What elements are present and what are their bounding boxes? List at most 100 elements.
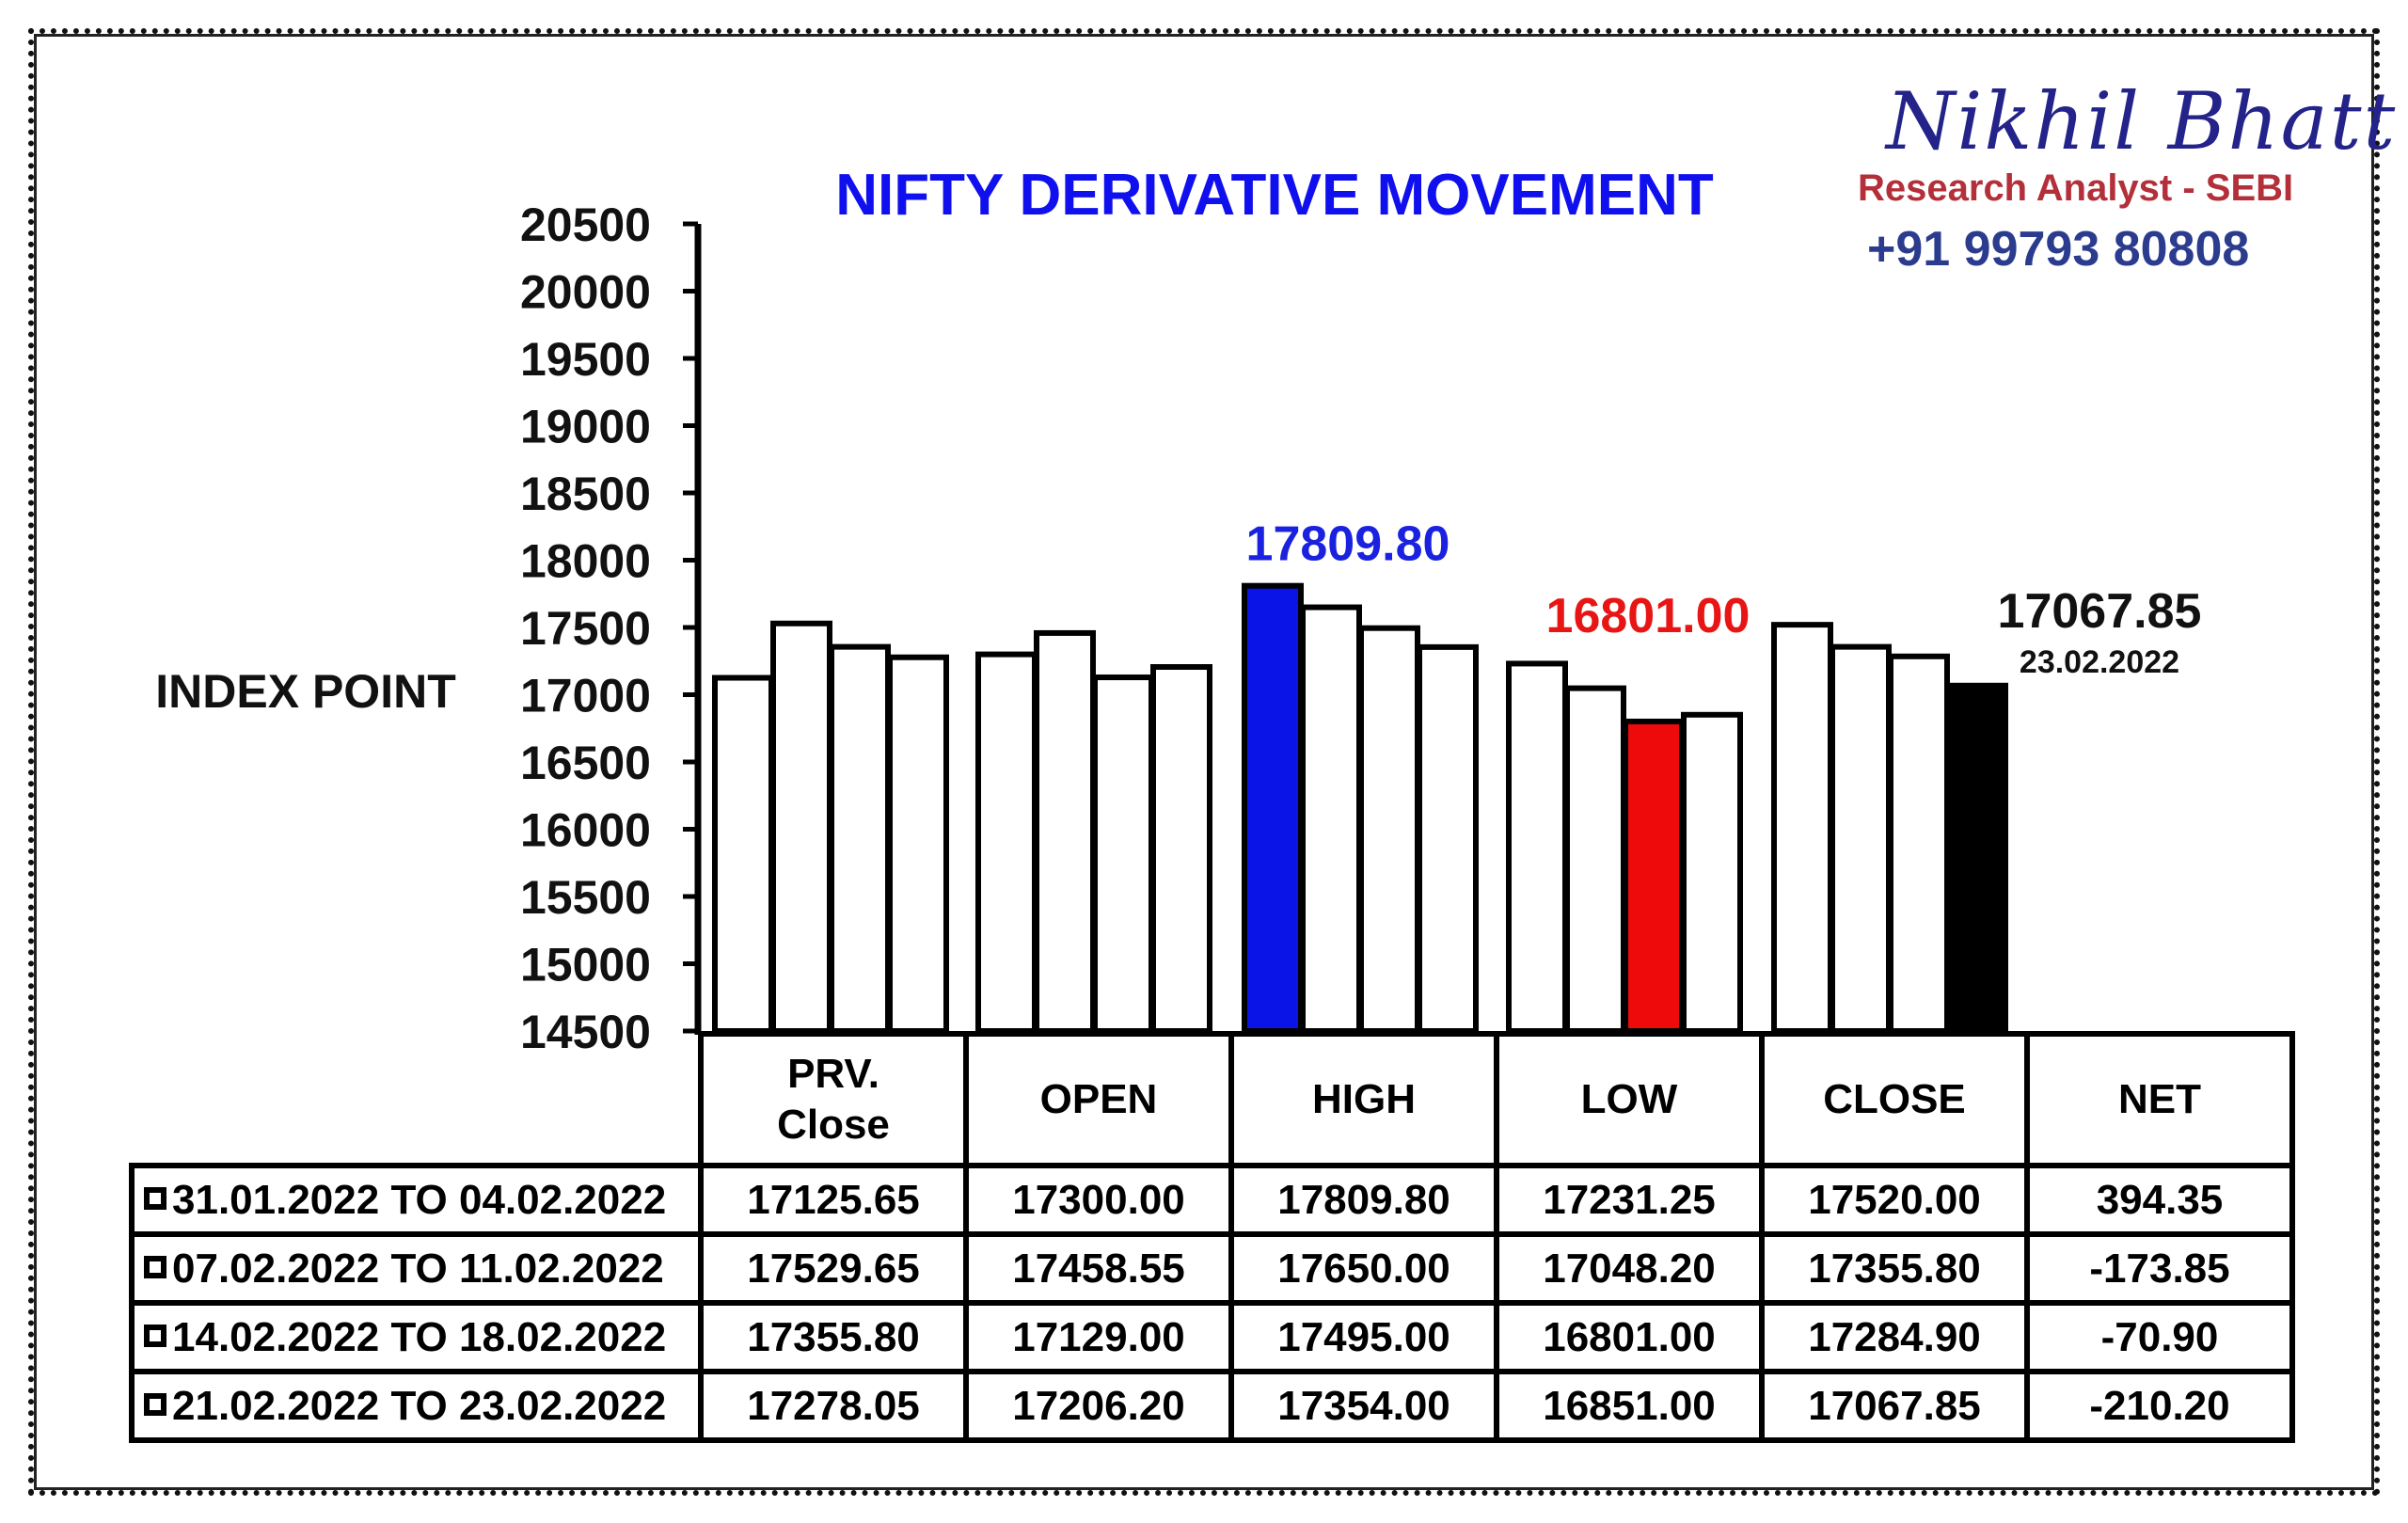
bar-close-series-2 [1830, 643, 1892, 1034]
row-legend-cell: 21.02.2022 TO 23.02.2022 [129, 1369, 704, 1443]
table-header-line: HIGH [1312, 1076, 1416, 1122]
table-header-line: LOW [1580, 1076, 1678, 1122]
outer-dotted-frame [28, 28, 2380, 1496]
low-value-label: 16801.00 [1546, 589, 1751, 643]
high-value-label: 17809.80 [1246, 517, 1450, 572]
table-header-cell: NET [2024, 1031, 2295, 1168]
bar-high-series-3 [1358, 625, 1420, 1035]
table-header-cell: OPEN [963, 1031, 1234, 1168]
table-cell: 17284.90 [1759, 1300, 2030, 1374]
y-tick-label: 15500 [520, 871, 651, 924]
bar-high-series-2 [1300, 604, 1362, 1034]
bar-prv-close-series-3 [829, 643, 891, 1034]
y-tick-label: 16000 [520, 804, 651, 857]
brand-role: Research Analyst - SEBI [1858, 167, 2294, 209]
bar-high-series-1 [1242, 582, 1304, 1034]
table-header-row: PRV. Close OPEN HIGH LOW CLOSE NET [132, 1031, 2295, 1168]
table-row: 14.02.2022 TO 18.02.2022 17355.80 17129.00… [129, 1300, 2295, 1374]
row-legend-cell: 14.02.2022 TO 18.02.2022 [129, 1300, 704, 1374]
table-row: 07.02.2022 TO 11.02.2022 17529.65 17458.55… [129, 1231, 2295, 1306]
close-date-label: 23.02.2022 [2020, 644, 2179, 680]
row-legend-cell: 31.01.2022 TO 04.02.2022 [129, 1163, 704, 1237]
bar-open-series-3 [1092, 674, 1154, 1034]
y-tick-label: 16500 [520, 737, 651, 789]
data-table: PRV. Close OPEN HIGH LOW CLOSE NET 31.01.2022 T… [129, 1031, 2295, 1443]
table-header-cell: PRV. Close [698, 1031, 969, 1168]
table-header-blank [132, 1034, 701, 1166]
table-row: 21.02.2022 TO 23.02.2022 17278.05 17206.20… [129, 1369, 2295, 1443]
table-cell: 394.35 [2024, 1163, 2295, 1237]
table-header-line: CLOSE [1823, 1076, 1966, 1122]
table-cell: 17355.80 [1759, 1231, 2030, 1306]
bar-prv-close-series-1 [712, 674, 774, 1034]
row-legend-label: 07.02.2022 TO 11.02.2022 [172, 1245, 664, 1292]
legend-square-icon [144, 1324, 166, 1347]
table-cell: 17129.00 [963, 1300, 1234, 1374]
bar-low-series-4 [1681, 711, 1743, 1034]
row-legend-label: 21.02.2022 TO 23.02.2022 [172, 1382, 667, 1429]
table-cell: 16801.00 [1494, 1300, 1765, 1374]
table-cell: 17355.80 [698, 1300, 969, 1374]
y-tick-label: 14500 [520, 1006, 651, 1058]
y-tick-label: 15000 [520, 939, 651, 992]
table-header-line: NET [2118, 1076, 2201, 1122]
y-tick-label: 17000 [520, 670, 651, 722]
bar-open-series-2 [1034, 629, 1096, 1035]
table-header-line: OPEN [1039, 1076, 1158, 1122]
bar-low-series-1 [1506, 660, 1568, 1035]
y-tick-label: 20500 [520, 198, 651, 251]
bar-open-series-1 [975, 651, 1038, 1034]
table-cell: 17048.20 [1494, 1231, 1765, 1306]
y-tick-label: 18000 [520, 535, 651, 588]
table-header-line: Close [777, 1102, 890, 1148]
bar-close-series-4 [1946, 682, 2008, 1034]
table-cell: 17125.65 [698, 1163, 969, 1237]
brand-name: Nikhil Bhatt [1886, 75, 2398, 167]
bar-marks [712, 582, 2008, 1035]
table-header-cell: HIGH [1228, 1031, 1499, 1168]
y-tick-label: 18500 [520, 468, 651, 520]
bar-prv-close-series-2 [770, 620, 832, 1035]
bar-close-series-1 [1771, 622, 1833, 1034]
y-tick-label: 19500 [520, 333, 651, 386]
table-cell: 17231.25 [1494, 1163, 1765, 1237]
table-cell: 17206.20 [963, 1369, 1234, 1443]
table-cell: 17278.05 [698, 1369, 969, 1443]
table-cell: 17650.00 [1228, 1231, 1499, 1306]
table-cell: -210.20 [2024, 1369, 2295, 1443]
brand-phone: +91 99793 80808 [1867, 222, 2250, 277]
annotations: 17809.80 16801.00 17067.85 23.02.2022 [1246, 517, 2202, 680]
bar-low-series-3 [1623, 718, 1685, 1034]
table-cell: 17354.00 [1228, 1369, 1499, 1443]
bar-open-series-4 [1150, 664, 1212, 1035]
table-header-cell: LOW [1494, 1031, 1765, 1168]
table-cell: 17458.55 [963, 1231, 1234, 1306]
close-value-label: 17067.85 [1998, 584, 2202, 639]
legend-square-icon [144, 1255, 166, 1278]
table-cell: 17067.85 [1759, 1369, 2030, 1443]
table-cell: 16851.00 [1494, 1369, 1765, 1443]
y-tick-label: 20000 [520, 266, 651, 319]
table-header-line: PRV. [787, 1051, 879, 1097]
table-cell: 17520.00 [1759, 1163, 2030, 1237]
bar-high-series-4 [1417, 643, 1479, 1034]
row-legend-label: 31.01.2022 TO 04.02.2022 [172, 1176, 667, 1223]
inner-frame [34, 34, 2374, 1490]
table-cell: -173.85 [2024, 1231, 2295, 1306]
table-cell: -70.90 [2024, 1300, 2295, 1374]
table-cell: 17809.80 [1228, 1163, 1499, 1237]
row-legend-cell: 07.02.2022 TO 11.02.2022 [129, 1231, 704, 1306]
y-axis-label: INDEX POINT [155, 665, 455, 718]
bar-low-series-2 [1564, 685, 1626, 1035]
legend-square-icon [144, 1186, 166, 1210]
table-cell: 17529.65 [698, 1231, 969, 1306]
table-cell: 17495.00 [1228, 1300, 1499, 1374]
bar-prv-close-series-4 [887, 654, 949, 1034]
chart-title: NIFTY DERIVATIVE MOVEMENT [835, 163, 1714, 228]
bar-close-series-3 [1888, 653, 1950, 1034]
y-tick-label: 19000 [520, 401, 651, 453]
table-header-cell: CLOSE [1759, 1031, 2030, 1168]
table-cell: 17300.00 [963, 1163, 1234, 1237]
legend-square-icon [144, 1392, 166, 1416]
